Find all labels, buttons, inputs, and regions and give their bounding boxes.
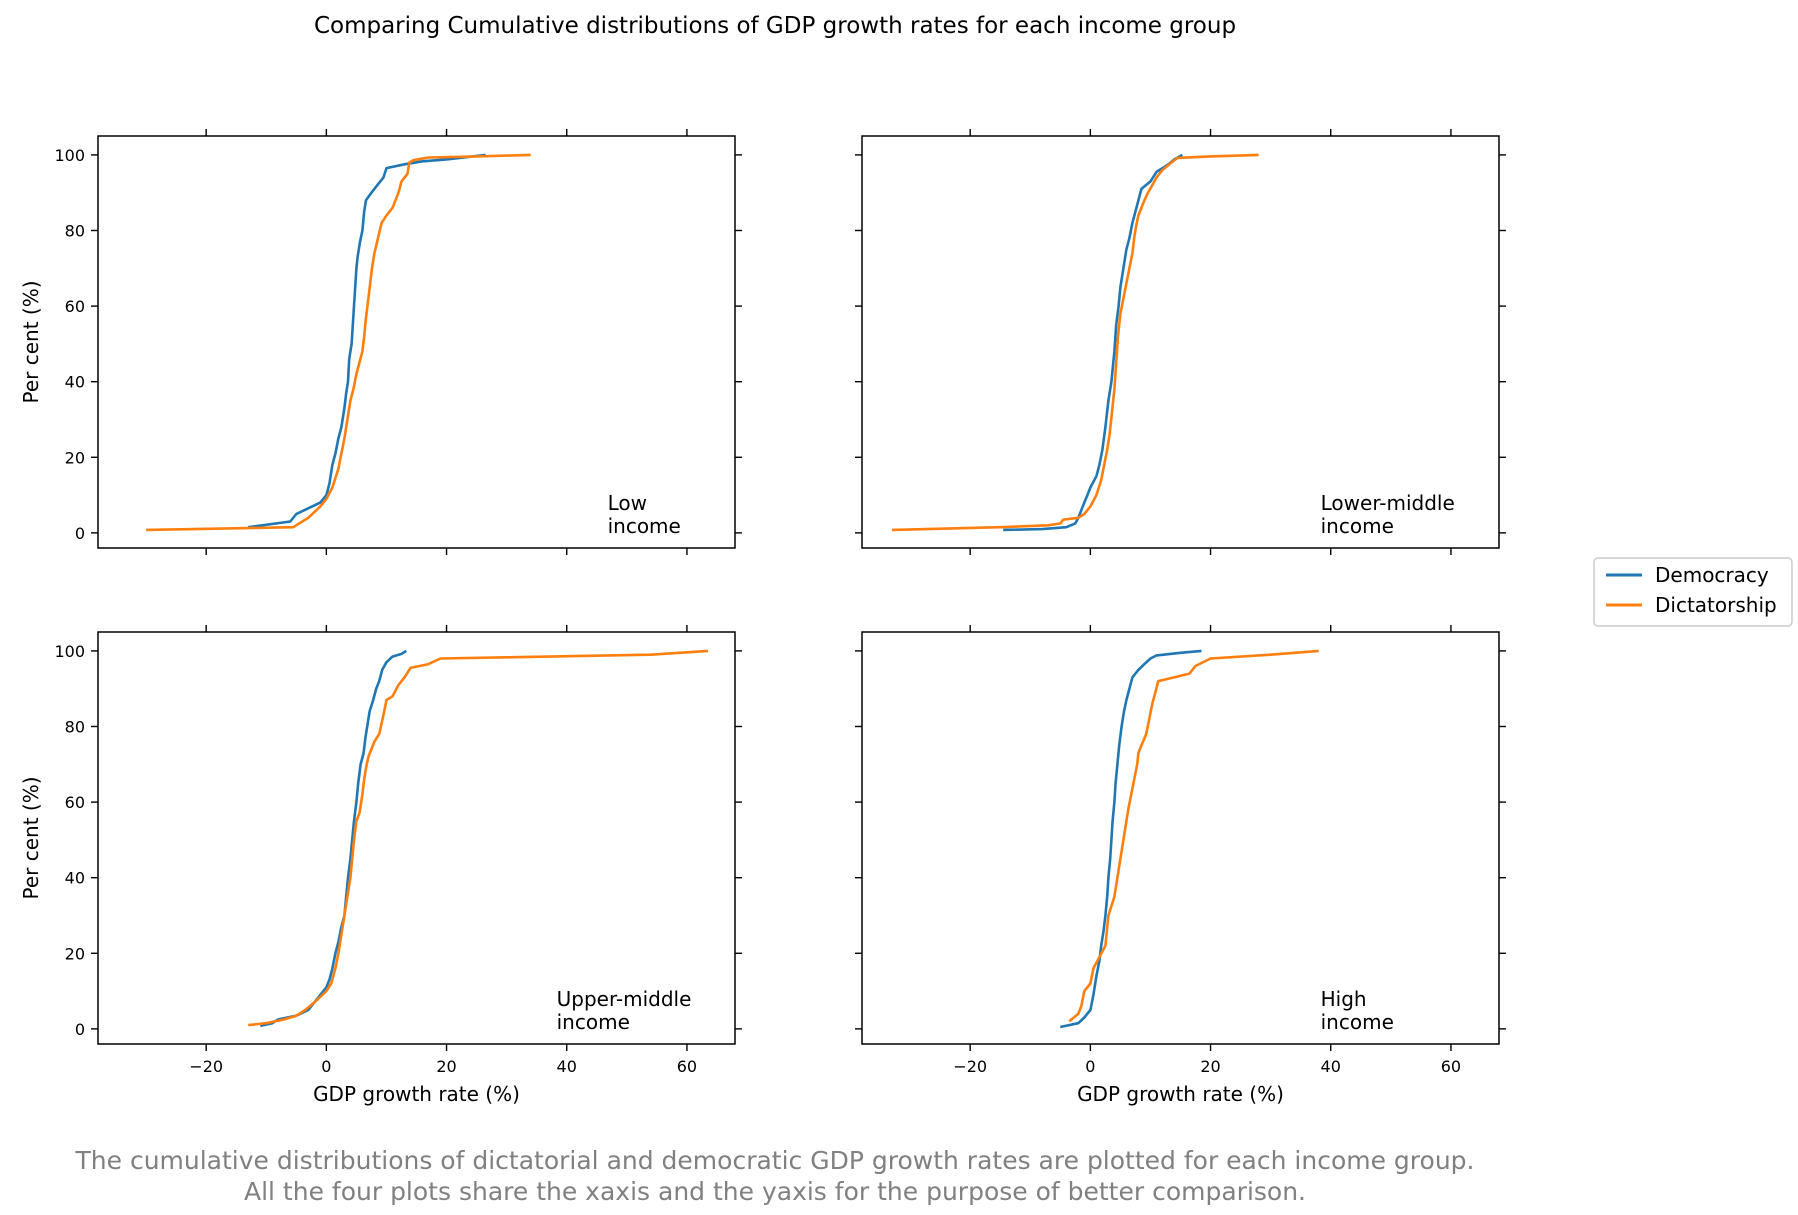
chart-panel-bottom-left: −20 0 20 40 60 0 20 40 60 80 100 GDP growth rate (%… (19, 625, 742, 1106)
panel-annotation-line: Upper-middle (557, 987, 692, 1011)
y-tick-label: 0 (75, 1020, 85, 1039)
axes-frame (861, 135, 1500, 549)
panel-annotation-line: income (1321, 1010, 1394, 1034)
series-line-dictatorship (248, 649, 709, 1027)
figure-caption-line-1: The cumulative distributions of dictator… (75, 1146, 1475, 1175)
y-tick-label: 80 (65, 717, 85, 736)
panel-annotation-line: income (557, 1010, 630, 1034)
legend: Democracy Dictatorship (1593, 557, 1793, 627)
x-axis-label: GDP growth rate (%) (313, 1082, 520, 1106)
series-line-democracy (248, 153, 486, 529)
y-axis-label: Per cent (%) (19, 776, 43, 899)
x-tick-label: −20 (189, 1057, 223, 1076)
y-axis-label: Per cent (%) (19, 280, 43, 403)
x-tick-label: 60 (677, 1057, 697, 1076)
axes-frame (861, 631, 1500, 1045)
series-line-democracy (1003, 153, 1183, 532)
x-axis-label: GDP growth rate (%) (1077, 1082, 1284, 1106)
x-tick-label: 0 (1085, 1057, 1095, 1076)
x-tick-label: 40 (1321, 1057, 1341, 1076)
series-line-dictatorship (891, 153, 1259, 532)
y-tick-label: 0 (75, 524, 85, 543)
y-tick-label: 60 (65, 793, 85, 812)
x-tick-label: 20 (1200, 1057, 1220, 1076)
y-tick-label: 60 (65, 297, 85, 316)
panel-annotation-line: income (608, 514, 681, 538)
panel-annotation-line: High (1321, 987, 1367, 1011)
axes-frame (97, 631, 736, 1045)
panel-annotation-line: Low (608, 491, 647, 515)
y-tick-label: 100 (54, 642, 85, 661)
panel-annotation-line: Lower-middle (1321, 491, 1455, 515)
x-tick-label: 40 (557, 1057, 577, 1076)
x-tick-label: −20 (953, 1057, 987, 1076)
figure-caption-line-2: All the four plots share the xaxis and t… (243, 1177, 1307, 1206)
y-tick-label: 40 (65, 373, 85, 392)
y-tick-label: 80 (65, 221, 85, 240)
x-tick-label: 20 (436, 1057, 456, 1076)
series-line-democracy (1060, 649, 1202, 1029)
series-line-dictatorship (1068, 649, 1319, 1023)
y-tick-label: 40 (65, 869, 85, 888)
x-tick-label: 60 (1441, 1057, 1461, 1076)
legend-label-democracy: Democracy (1655, 563, 1769, 587)
y-tick-label: 100 (54, 146, 85, 165)
panel-annotation-line: income (1321, 514, 1394, 538)
legend-frame (1593, 557, 1793, 627)
y-tick-label: 20 (65, 448, 85, 467)
axes-frame (97, 135, 736, 549)
x-tick-label: 0 (321, 1057, 331, 1076)
legend-label-dictatorship: Dictatorship (1655, 593, 1777, 617)
series-line-dictatorship (146, 153, 531, 532)
y-tick-label: 20 (65, 944, 85, 963)
figure-title: Comparing Cumulative distributions of GD… (314, 13, 1236, 39)
